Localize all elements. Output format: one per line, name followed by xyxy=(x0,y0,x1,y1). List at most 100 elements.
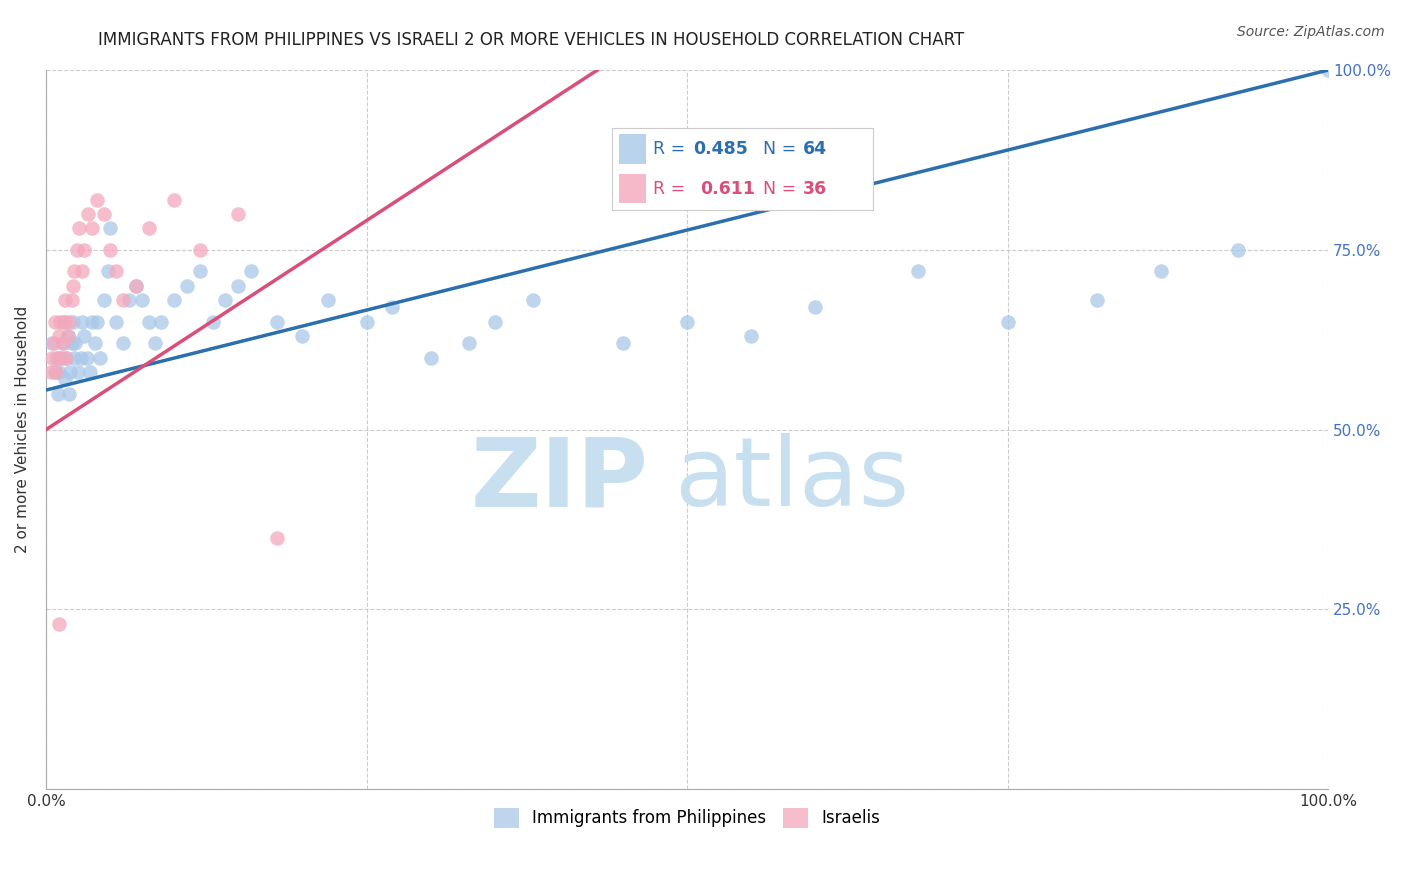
Point xyxy=(66,243,89,257)
Point xyxy=(997,315,1019,329)
Point xyxy=(522,293,544,308)
Point xyxy=(214,293,236,308)
Point xyxy=(93,293,115,308)
Point xyxy=(96,264,118,278)
Point xyxy=(163,293,186,308)
Point xyxy=(150,315,173,329)
Point xyxy=(70,264,93,278)
Point xyxy=(111,293,134,308)
Point xyxy=(612,336,634,351)
Point xyxy=(381,301,404,315)
Point xyxy=(70,315,93,329)
Point xyxy=(226,278,249,293)
Point xyxy=(49,315,72,329)
Point xyxy=(419,351,441,365)
Point xyxy=(73,243,96,257)
Point xyxy=(1317,63,1340,78)
Point xyxy=(105,264,128,278)
Point xyxy=(60,293,83,308)
Point xyxy=(44,365,66,379)
Point xyxy=(67,221,90,235)
Point xyxy=(52,336,75,351)
Point xyxy=(188,264,211,278)
Text: atlas: atlas xyxy=(675,434,910,526)
Point xyxy=(93,207,115,221)
Text: N =: N = xyxy=(763,140,801,158)
Text: N =: N = xyxy=(763,179,801,198)
Point xyxy=(46,386,69,401)
Point xyxy=(111,336,134,351)
Point xyxy=(52,336,75,351)
Point xyxy=(76,351,98,365)
Text: 0.485: 0.485 xyxy=(693,140,748,158)
Point xyxy=(41,336,63,351)
Text: 36: 36 xyxy=(803,179,827,198)
Point xyxy=(82,221,104,235)
Point xyxy=(118,293,141,308)
Point xyxy=(62,278,84,293)
Point xyxy=(89,351,111,365)
Point xyxy=(82,315,104,329)
Point xyxy=(484,315,506,329)
FancyBboxPatch shape xyxy=(620,174,645,203)
Point xyxy=(458,336,481,351)
Point xyxy=(55,351,77,365)
Text: Source: ZipAtlas.com: Source: ZipAtlas.com xyxy=(1237,25,1385,39)
Point xyxy=(51,351,73,365)
Point xyxy=(48,329,70,343)
Point xyxy=(105,315,128,329)
Point xyxy=(266,531,288,545)
Point xyxy=(291,329,314,343)
Point xyxy=(266,315,288,329)
Point xyxy=(316,293,339,308)
Point xyxy=(53,372,76,386)
Point xyxy=(83,336,105,351)
Point xyxy=(42,336,65,351)
Point xyxy=(77,207,100,221)
Point xyxy=(138,221,160,235)
Point xyxy=(907,264,929,278)
Point xyxy=(65,336,87,351)
Point xyxy=(62,315,84,329)
Point xyxy=(138,315,160,329)
Text: ZIP: ZIP xyxy=(471,434,648,526)
Point xyxy=(740,329,762,343)
Point xyxy=(53,293,76,308)
Point xyxy=(46,351,69,365)
Point xyxy=(73,329,96,343)
Point xyxy=(676,315,699,329)
Point xyxy=(51,351,73,365)
Point xyxy=(39,365,62,379)
Point xyxy=(143,336,166,351)
Text: IMMIGRANTS FROM PHILIPPINES VS ISRAELI 2 OR MORE VEHICLES IN HOUSEHOLD CORRELATI: IMMIGRANTS FROM PHILIPPINES VS ISRAELI 2… xyxy=(98,31,965,49)
Point xyxy=(201,315,224,329)
Point xyxy=(58,386,80,401)
Point xyxy=(1085,293,1108,308)
Point xyxy=(48,365,70,379)
Point xyxy=(1150,264,1173,278)
Point xyxy=(56,329,79,343)
Y-axis label: 2 or more Vehicles in Household: 2 or more Vehicles in Household xyxy=(15,306,30,553)
Point xyxy=(98,221,121,235)
Point xyxy=(176,278,198,293)
Point xyxy=(125,278,148,293)
Point xyxy=(98,243,121,257)
Point xyxy=(240,264,263,278)
Point xyxy=(41,351,63,365)
Point xyxy=(163,193,186,207)
Point xyxy=(45,365,67,379)
Text: 64: 64 xyxy=(803,140,827,158)
Point xyxy=(59,365,82,379)
Point xyxy=(44,315,66,329)
Text: R =: R = xyxy=(654,179,697,198)
Point xyxy=(1227,243,1250,257)
Point xyxy=(131,293,153,308)
Point xyxy=(45,351,67,365)
Point xyxy=(60,336,83,351)
Point xyxy=(52,315,75,329)
Point xyxy=(52,315,75,329)
Point xyxy=(188,243,211,257)
Point xyxy=(48,616,70,631)
Point xyxy=(86,193,108,207)
Point xyxy=(58,315,80,329)
